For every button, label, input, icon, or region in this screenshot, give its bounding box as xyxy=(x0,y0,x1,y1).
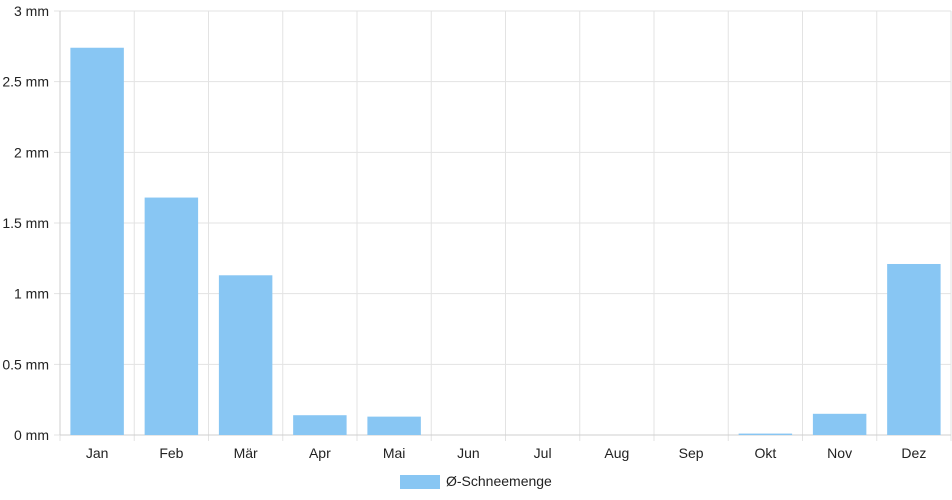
y-tick-label: 2.5 mm xyxy=(2,74,49,90)
bar-Dez[interactable] xyxy=(887,263,941,435)
x-tick-label: Sep xyxy=(679,445,704,461)
bar-Okt[interactable] xyxy=(738,433,793,435)
x-tick-label: Aug xyxy=(604,445,629,461)
y-tick-label: 0.5 mm xyxy=(2,356,49,372)
x-axis-tick-labels: Jan Feb Mär Apr Mai Jun Jul Aug Sep Okt Nov Dez xyxy=(86,445,926,461)
x-tick-label: Nov xyxy=(827,445,852,461)
bar-Apr[interactable] xyxy=(293,415,347,435)
bar-Mai[interactable] xyxy=(367,416,421,435)
bar-Jan[interactable] xyxy=(70,47,124,435)
x-tick-label: Jan xyxy=(86,445,109,461)
y-tick-label: 0 mm xyxy=(14,427,49,443)
legend[interactable]: Ø-Schneemenge xyxy=(400,473,552,489)
x-tick-label: Feb xyxy=(159,445,183,461)
legend-label[interactable]: Ø-Schneemenge xyxy=(446,473,552,489)
x-tick-label: Dez xyxy=(901,445,926,461)
grid-lines xyxy=(54,10,952,441)
x-tick-label: Mai xyxy=(383,445,406,461)
y-tick-label: 3 mm xyxy=(14,3,49,19)
y-tick-label: 1.5 mm xyxy=(2,215,49,231)
y-tick-label: 2 mm xyxy=(14,144,49,160)
x-tick-label: Jul xyxy=(534,445,552,461)
y-axis-tick-labels: 0 mm 0.5 mm 1 mm 1.5 mm 2 mm 2.5 mm 3 mm xyxy=(2,3,49,443)
bar-Feb[interactable] xyxy=(144,197,199,435)
bars xyxy=(70,47,941,435)
x-tick-label: Jun xyxy=(457,445,480,461)
x-tick-label: Apr xyxy=(309,445,331,461)
bar-Mär[interactable] xyxy=(218,275,273,435)
legend-swatch[interactable] xyxy=(400,475,440,489)
x-tick-label: Okt xyxy=(754,445,776,461)
x-tick-label: Mär xyxy=(234,445,258,461)
bar-Nov[interactable] xyxy=(812,413,867,435)
y-tick-label: 1 mm xyxy=(14,286,49,302)
